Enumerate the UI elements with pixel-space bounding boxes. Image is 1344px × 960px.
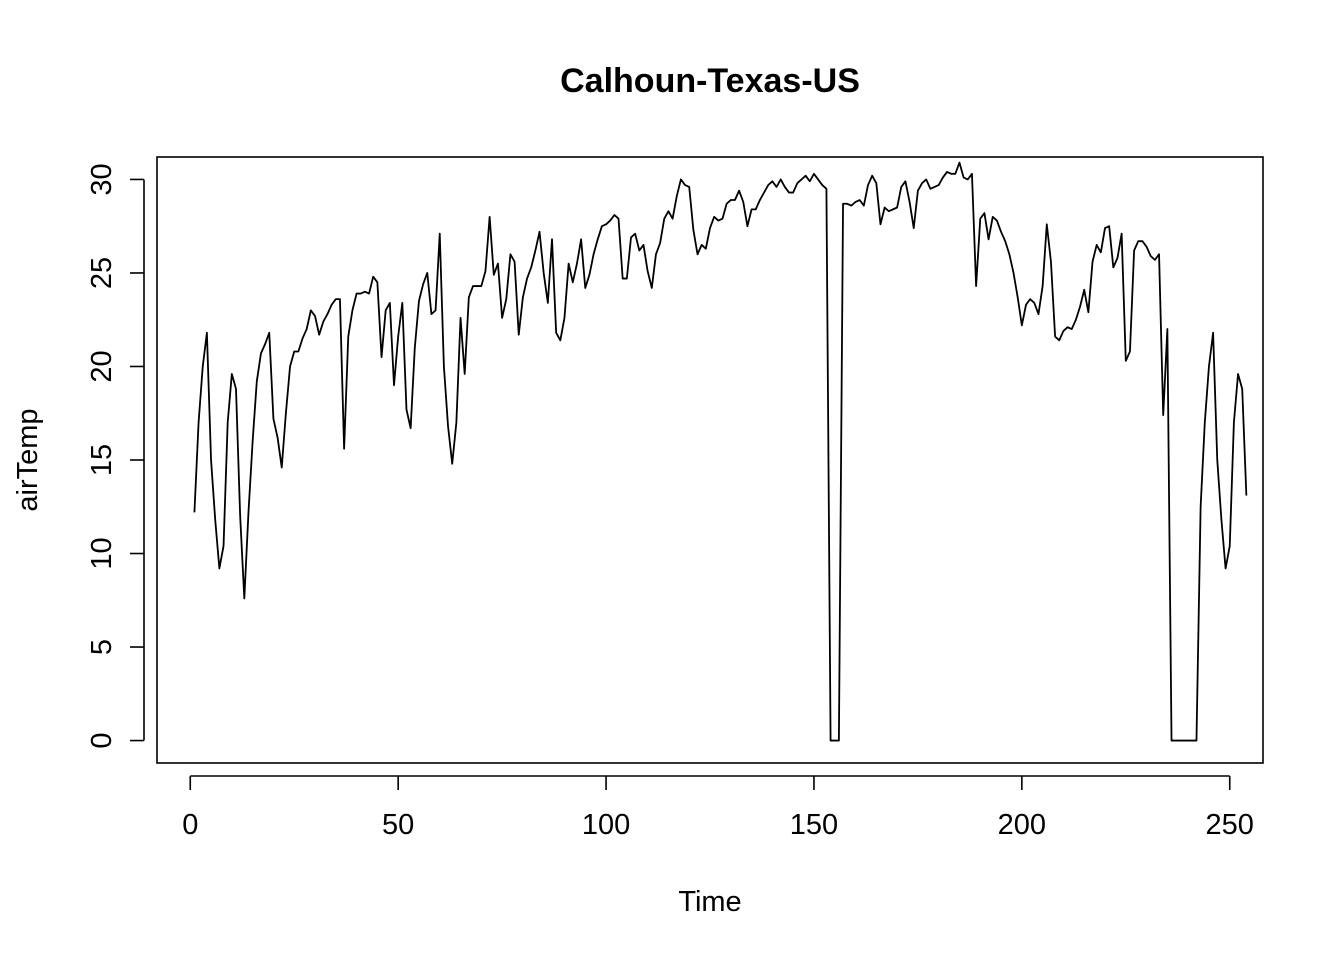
y-tick-label: 0 xyxy=(86,732,118,748)
x-tick-label: 0 xyxy=(182,809,198,841)
x-axis: 0 50 100 150 200 250 xyxy=(182,775,1254,841)
y-tick-label: 5 xyxy=(86,639,118,655)
series-line-airtemp xyxy=(193,161,1248,742)
x-tick-label: 150 xyxy=(790,809,838,841)
y-tick-label: 25 xyxy=(86,257,118,289)
plot-frame xyxy=(156,156,1264,764)
x-tick-label: 100 xyxy=(582,809,630,841)
x-tick-label: 200 xyxy=(998,809,1046,841)
x-axis-label: Time xyxy=(678,886,741,918)
x-tick-label: 250 xyxy=(1206,809,1254,841)
y-tick-label: 15 xyxy=(86,444,118,476)
y-tick-label: 20 xyxy=(86,350,118,382)
y-tick-label: 10 xyxy=(86,537,118,569)
y-axis-label: airTemp xyxy=(12,408,44,511)
y-tick-label: 30 xyxy=(86,163,118,195)
chart-title: Calhoun-Texas-US xyxy=(560,62,860,100)
x-tick-label: 50 xyxy=(382,809,414,841)
y-axis: 0 5 10 15 20 25 30 xyxy=(86,163,145,749)
